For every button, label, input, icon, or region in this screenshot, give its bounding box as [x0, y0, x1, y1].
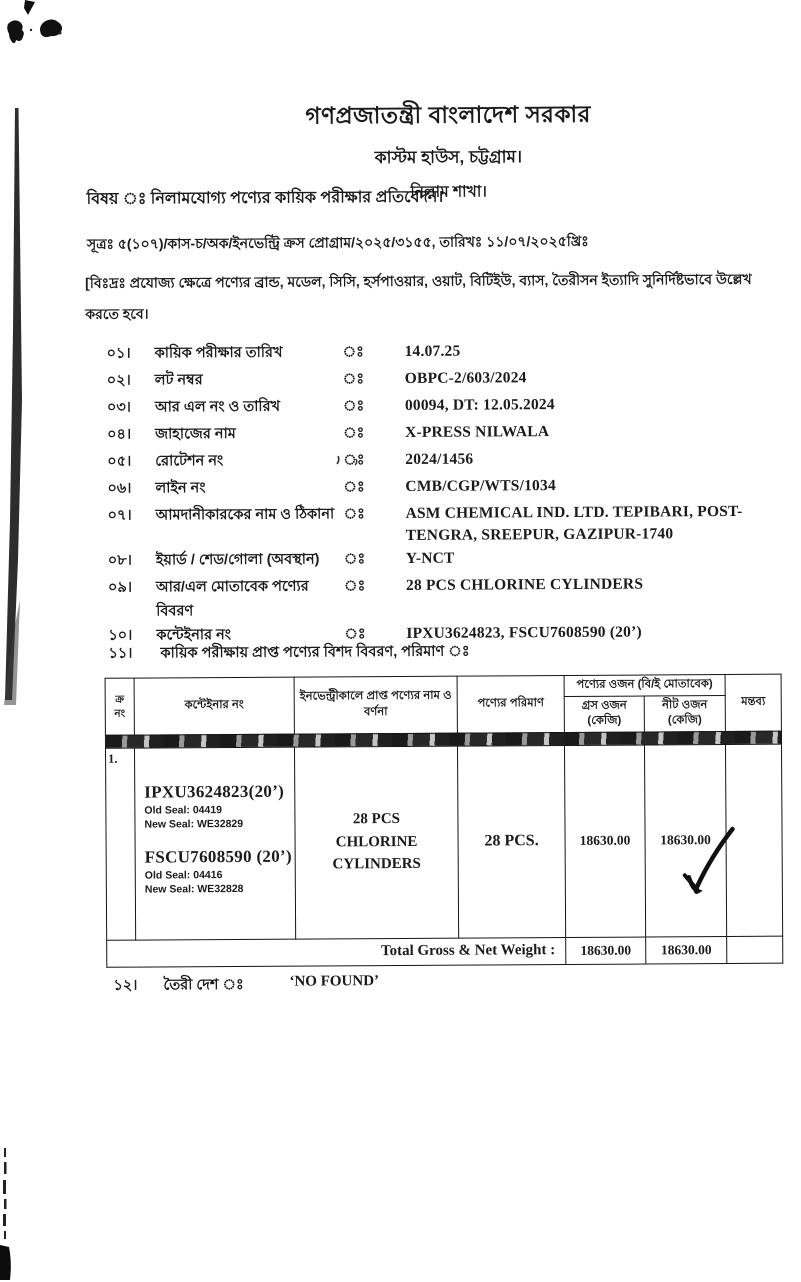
note-paragraph: [বিঃদ্রঃ প্রযোজ্য ক্ষেত্রে পণ্যের ব্রান্…	[85, 270, 752, 322]
section-11-heading: ১১। কায়িক পরীক্ষায় প্রাপ্ত পণ্যের বিশদ…	[108, 641, 469, 667]
field-row-yard: ০৮। ইয়ার্ড / শেড/গোলা (অবস্থান) ঃ Y-NCT	[108, 546, 776, 577]
field-colon: ঃ	[343, 479, 365, 496]
col-header-serial: ক্র নং	[105, 678, 135, 735]
reference-line: সূত্রঃ ৫(১০৭)/কাস-চ/অক/ইনভেন্ট্রি ক্রস প…	[86, 232, 589, 252]
container-1-old-seal: Old Seal: 04419	[144, 803, 223, 817]
remarks-cell	[682, 743, 783, 937]
col-header-container: কন্টেইনার নং	[134, 677, 295, 735]
field-value: 28 PCS CHLORINE CYLINDERS	[405, 575, 644, 594]
country-of-origin-value: ‘NO FOUND’	[289, 973, 380, 990]
field-serial: ০৬।	[107, 480, 132, 497]
office-title: কাস্টম হাউস, চট্টগ্রাম।	[374, 147, 523, 168]
field-label: রোটেশন নং	[155, 453, 224, 470]
field-label: লট নম্বর	[154, 372, 203, 389]
total-label: Total Gross & Net Weight :	[106, 937, 566, 967]
container-number-1: IPXU3624823(20’)	[144, 781, 285, 802]
total-remarks-cell	[726, 935, 783, 964]
container-cell: IPXU3624823(20’) Old Seal: 04419 New Sea…	[134, 746, 296, 940]
field-colon: ঃ	[342, 344, 364, 361]
field-value: 00094, DT: 12.05.2024	[404, 396, 555, 414]
field-serial: ০৪।	[107, 426, 132, 443]
col-header-description: ইনভেন্ট্রীকালে প্রাপ্ত পণ্যের নাম ও বর্ণ…	[294, 676, 458, 734]
col-header-remarks: মন্তব্য	[725, 674, 782, 732]
government-title: গণপ্রজাতন্ত্রী বাংলাদেশ সরকার	[305, 100, 591, 129]
field-label: কায়িক পরীক্ষার তারিখ	[154, 344, 283, 362]
field-label: আমদানীকারকের নাম ও ঠিকানা	[155, 506, 335, 524]
field-colon: ঃ	[343, 425, 365, 442]
gross-weight-cell: 18630.00	[564, 744, 646, 938]
field-serial: ০২।	[106, 372, 131, 389]
field-list: ০১। কায়িক পরীক্ষার তারিখ ঃ 14.07.25 ০২।…	[107, 339, 777, 652]
section-serial: ১২।	[113, 977, 138, 994]
row-serial: 1.	[105, 747, 136, 940]
field-label: আর এল নং ও তারিখ	[154, 398, 281, 416]
goods-description-cell: 28 PCS CHLORINE CYLINDERS	[294, 745, 459, 939]
field-value: X-PRESS NILWALA	[405, 423, 550, 441]
field-value: Y-NCT	[405, 549, 455, 567]
field-serial: ০৮।	[107, 552, 132, 569]
section-label: কায়িক পরীক্ষায় প্রাপ্ত পণ্যের বিশদ বিব…	[160, 643, 470, 662]
field-value: CMB/CGP/WTS/1034	[405, 477, 556, 495]
field-row-rotation-number: ০৫। রোটেশন নং ঃ 2024/1456	[107, 447, 775, 478]
field-row-rl-number: ০৩। আর এল নং ও তারিখ ঃ 00094, DT: 12.05.…	[107, 393, 775, 424]
field-value: 2024/1456	[405, 450, 474, 468]
col-header-weight-group: পণ্যের ওজন (বি/ই মোতাবেক)	[564, 674, 726, 697]
field-serial: ০৭।	[107, 507, 132, 524]
total-row: Total Gross & Net Weight : 18630.00 1863…	[106, 935, 783, 967]
field-row-importer: ০৭। আমদানীকারকের নাম ও ঠিকানা ঃ ASM CHEM…	[108, 501, 776, 550]
field-colon: ঃ	[343, 578, 366, 595]
field-value: OBPC-2/603/2024	[404, 369, 527, 387]
field-colon: ঃ	[342, 371, 365, 388]
field-row-lot-number: ০২। লট নম্বর ঃ OBPC-2/603/2024	[107, 366, 775, 397]
field-serial: ০৩।	[106, 399, 132, 416]
total-net-weight: 18630.00	[645, 936, 727, 964]
field-value: ASM CHEMICAL IND. LTD. TEPIBARI, POST-TE…	[405, 502, 743, 545]
field-label: লাইন নং	[155, 480, 206, 497]
field-colon: ঃ	[343, 551, 366, 568]
table-row: 1. IPXU3624823(20’) Old Seal: 04419 New …	[105, 743, 783, 940]
field-serial: ০৯।	[107, 579, 133, 596]
container-2-old-seal: Old Seal: 04416	[144, 868, 223, 882]
field-colon: ঃ	[343, 452, 365, 469]
field-colon: ঃ	[343, 506, 365, 523]
section-label: তৈরী দেশ ঃ	[163, 976, 244, 994]
quantity-cell: 28 PCS.	[457, 745, 566, 938]
total-gross-weight: 18630.00	[565, 936, 646, 965]
field-row-exam-date: ০১। কায়িক পরীক্ষার তারিখ ঃ 14.07.25	[107, 339, 775, 370]
field-serial: ০৫।	[107, 453, 132, 470]
container-2-new-seal: New Seal: WE32828	[144, 882, 244, 896]
section-12-country: ১২। তৈরী দেশ ঃ ‘NO FOUND’	[113, 973, 379, 999]
field-label: আর/এল মোতাবেক পণ্যের বিবরণ	[155, 578, 309, 620]
field-colon: ঃ	[342, 398, 365, 415]
field-row-goods-description: ০৯। আর/এল মোতাবেক পণ্যের বিবরণ ঃ 28 PCS …	[108, 573, 776, 625]
field-value: 14.07.25	[404, 342, 461, 360]
check-mark-icon	[682, 826, 735, 894]
field-label: জাহাজের নাম	[155, 426, 236, 443]
container-1-new-seal: New Seal: WE32829	[144, 817, 244, 831]
field-row-vessel-name: ০৪। জাহাজের নাম ঃ X-PRESS NILWALA	[107, 420, 775, 451]
examination-table: ক্র নং কন্টেইনার নং ইনভেন্ট্রীকালে প্রাপ…	[105, 674, 784, 968]
col-header-gross-weight: গ্রস ওজন (কেজি)	[564, 695, 645, 733]
col-header-quantity: পণ্যের পরিমাণ	[457, 675, 565, 733]
field-row-line-number: ০৬। লাইন নং ঃ CMB/CGP/WTS/1034	[107, 474, 775, 505]
section-serial: ১১।	[108, 645, 133, 662]
subject-line: বিষয় ঃ নিলামযোগ্য পণ্যের কায়িক পরীক্ষা…	[86, 188, 444, 208]
container-number-2: FSCU7608590 (20’)	[144, 846, 292, 867]
field-serial: ০১।	[106, 345, 131, 362]
col-header-net-weight: নীট ওজন (কেজি)	[644, 695, 726, 732]
examination-table-wrap: ক্র নং কন্টেইনার নং ইনভেন্ট্রীকালে প্রাপ…	[105, 674, 783, 968]
field-label: ইয়ার্ড / শেড/গোলা (অবস্থান)	[155, 551, 320, 569]
